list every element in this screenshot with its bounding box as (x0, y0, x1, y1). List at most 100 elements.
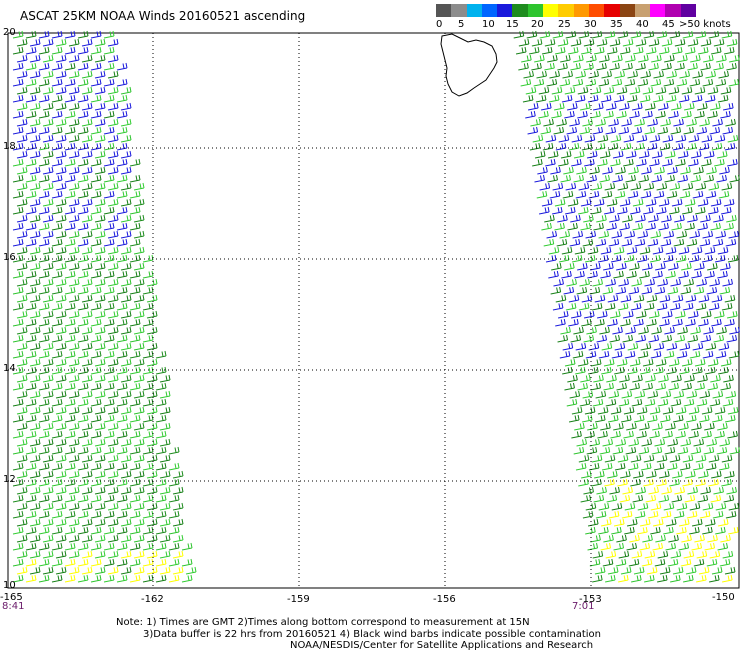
wind-barb (55, 310, 67, 319)
wind-barb (583, 38, 595, 47)
wind-barb (29, 470, 41, 479)
wind-barb (711, 566, 723, 575)
wind-barb (708, 454, 720, 463)
wind-barb (554, 102, 565, 111)
wind-barb (722, 550, 734, 559)
wind-barb (16, 166, 28, 175)
wind-barb (64, 110, 76, 119)
wind-barb (107, 310, 119, 319)
wind-barb (725, 510, 737, 519)
wind-barb (646, 470, 657, 479)
wind-barb (582, 238, 594, 247)
wind-barb (670, 550, 682, 559)
wind-barb (94, 310, 106, 319)
wind-barb (562, 366, 573, 375)
wind-barb (704, 246, 716, 255)
wind-barb (583, 486, 594, 495)
wind-barb (618, 278, 629, 287)
wind-barb (103, 430, 115, 439)
wind-barb (646, 318, 657, 327)
wind-barb (68, 326, 80, 335)
wind-barb (598, 526, 609, 535)
wind-barb (541, 46, 553, 55)
wind-barb (90, 462, 102, 471)
wind-barb (585, 230, 597, 239)
wind-barb (38, 238, 50, 247)
wind-barb (81, 118, 93, 127)
wind-barb (116, 222, 128, 231)
wind-barb (635, 38, 647, 47)
wind-barb (129, 478, 141, 487)
wind-barb (518, 62, 529, 71)
wind-barb (42, 518, 54, 527)
wind-barb (642, 358, 654, 367)
wind-barb (612, 54, 623, 63)
wind-barb (146, 566, 158, 575)
wind-barb (663, 78, 675, 87)
wind-barb (728, 350, 740, 359)
wind-barb (712, 118, 723, 127)
wind-barb (142, 526, 154, 535)
wind-barb (116, 366, 128, 375)
wind-barb (599, 54, 610, 63)
wind-barb (129, 366, 141, 375)
wind-barb (670, 278, 681, 287)
wind-barb (146, 470, 158, 479)
wind-barb (42, 470, 54, 479)
wind-barb (687, 62, 698, 71)
wind-barb (116, 206, 128, 215)
wind-barb (12, 126, 24, 135)
wind-barb (718, 190, 730, 199)
wind-barb (633, 294, 645, 303)
wind-barb (68, 310, 80, 319)
wind-barb (107, 486, 119, 495)
wind-barb (652, 542, 664, 551)
wind-barb (724, 142, 736, 151)
wind-barb (90, 62, 102, 71)
wind-barb (639, 542, 651, 551)
wind-barb (64, 62, 76, 71)
wind-barb (107, 230, 119, 239)
wind-barb (674, 62, 685, 71)
wind-barb (81, 38, 93, 47)
wind-barb (38, 286, 50, 295)
wind-barb (722, 574, 733, 583)
wind-barb (670, 398, 682, 407)
wind-barb (660, 390, 672, 399)
wind-barb (38, 142, 50, 151)
wind-barb (641, 558, 653, 567)
wind-barb (25, 526, 37, 535)
wind-barb (51, 366, 63, 375)
wind-barb (155, 430, 167, 439)
wind-barb (629, 382, 640, 391)
wind-barb (700, 38, 712, 47)
wind-barb (713, 310, 725, 319)
wind-barb (611, 526, 622, 535)
wind-barb (578, 454, 590, 463)
wind-barb (634, 238, 646, 247)
wind-barb (572, 350, 584, 359)
wind-barb (617, 182, 629, 191)
wind-barb (679, 342, 691, 351)
wind-barb (555, 294, 567, 303)
wind-barb (55, 374, 67, 383)
wind-barb (25, 206, 37, 215)
wind-barb (81, 182, 93, 191)
wind-barb (690, 326, 701, 335)
wind-barb (81, 134, 93, 143)
wind-barb (626, 518, 638, 527)
wind-barb (590, 206, 602, 215)
wind-barb (81, 278, 93, 287)
wind-barb (90, 510, 102, 519)
wind-barb (68, 422, 80, 431)
wind-barb (16, 550, 28, 559)
wind-barb (655, 262, 666, 271)
wind-barb (38, 478, 50, 487)
wind-barb (612, 326, 623, 335)
wind-barb (172, 566, 184, 575)
wind-barb (675, 134, 687, 143)
wind-barb (94, 550, 106, 559)
wind-barb (146, 358, 158, 367)
wind-barb (568, 414, 580, 423)
wind-barb (677, 326, 688, 335)
